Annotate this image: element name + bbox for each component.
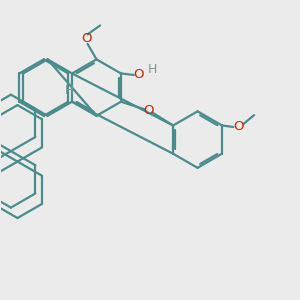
Text: O: O: [143, 103, 154, 116]
Text: O: O: [134, 68, 144, 81]
Text: O: O: [81, 32, 92, 45]
Text: H: H: [148, 63, 158, 76]
Text: H: H: [65, 84, 74, 97]
Text: O: O: [233, 121, 244, 134]
